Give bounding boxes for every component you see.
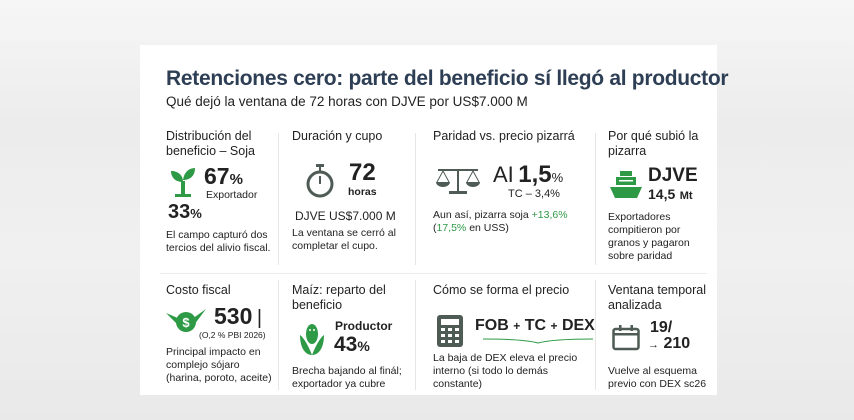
divider bbox=[278, 133, 279, 265]
dex: DEX bbox=[561, 317, 595, 334]
price-formula: FOB + TC + DEX bbox=[475, 317, 595, 335]
tc-value: TC – 3,4% bbox=[508, 188, 560, 200]
maiz-value: 43 bbox=[334, 333, 358, 356]
card-costo: Costo fiscal $ 530 | (O,2 % PBI 2026) Pr… bbox=[166, 283, 278, 384]
card-heading: Distribución del beneficio – Soja bbox=[166, 129, 255, 158]
unit: % bbox=[190, 206, 202, 221]
card-text: Principal impacto en complejo sójaro (ha… bbox=[166, 346, 272, 384]
divider bbox=[278, 280, 279, 390]
pbi-note: (O,2 % PBI 2026) bbox=[199, 330, 266, 340]
date-end: 210 bbox=[663, 335, 691, 352]
card-porque: Por qué subió la pizarra DJVE 14,5 Mt Ex… bbox=[608, 129, 713, 262]
card-maiz: Maíz: reparto del beneficio Productor 43… bbox=[292, 283, 417, 390]
paridad-value: 1,5 bbox=[518, 161, 552, 188]
prefix: AI bbox=[493, 162, 514, 187]
card-heading: Paridad vs. precio pizarrá bbox=[433, 129, 575, 143]
fob: FOB bbox=[475, 317, 509, 334]
calculator-icon bbox=[437, 315, 463, 347]
highlight: 17,5% bbox=[436, 222, 467, 234]
card-heading: Por qué subió la pizarra bbox=[608, 129, 699, 158]
ship-icon bbox=[610, 171, 642, 199]
card-heading: Costo fiscal bbox=[166, 283, 231, 297]
card-heading: Cómo se forma el precio bbox=[433, 283, 570, 297]
plus: + bbox=[513, 319, 521, 333]
divider bbox=[160, 273, 707, 274]
winged-money-icon: $ bbox=[166, 307, 206, 335]
divider bbox=[415, 133, 416, 265]
card-text: Vuelve al esquema previo con DEX sc26 bbox=[608, 365, 707, 390]
tc: TC bbox=[524, 317, 547, 334]
svg-text:$: $ bbox=[182, 315, 190, 330]
date-start: 19/ bbox=[650, 319, 673, 336]
productor-label: Productor bbox=[335, 319, 393, 333]
cupo-amount: DJVE US$7.000 M bbox=[295, 209, 396, 223]
divider bbox=[595, 133, 596, 265]
page-title: Retenciones cero: parte del beneficio sí… bbox=[166, 67, 729, 90]
productor-value: 33 bbox=[168, 201, 191, 223]
unit: % bbox=[551, 170, 564, 185]
divider bbox=[415, 280, 416, 390]
highlight: +13,6% bbox=[531, 209, 568, 221]
card-heading: Duración y cupo bbox=[292, 129, 383, 143]
djve-label: DJVE bbox=[648, 165, 698, 186]
arrow-icon: → bbox=[648, 339, 659, 351]
card-duracion: Duración y cupo 72 horas DJVE US$7.000 M… bbox=[292, 129, 412, 252]
calendar-icon bbox=[612, 325, 640, 351]
card-text: El campo capturó dos tercios del alivio … bbox=[166, 229, 271, 254]
divider bbox=[595, 280, 596, 390]
plus: + bbox=[550, 319, 558, 333]
text: en USS) bbox=[466, 222, 509, 234]
text: ( bbox=[433, 222, 437, 234]
duracion-label: horas bbox=[348, 186, 377, 198]
brace-line bbox=[483, 338, 593, 344]
costo-value: 530 bbox=[214, 303, 253, 329]
unit: Mt bbox=[679, 190, 693, 202]
card-text: Aun así, pizarra soja +13,6% (17,5% en US… bbox=[433, 209, 593, 235]
card-heading: Ventana temporal analizada bbox=[608, 283, 706, 312]
card-heading: Maíz: reparto del beneficio bbox=[292, 283, 386, 312]
mark: | bbox=[256, 307, 263, 329]
card-forma: Cómo se forma el precio FOB + TC + DEX L… bbox=[433, 283, 595, 390]
stopwatch-icon bbox=[304, 164, 336, 198]
exportador-value: 67 bbox=[204, 163, 230, 189]
exportador-label: Exportador bbox=[206, 189, 258, 201]
card-text: La ventana se cerró al completar el cupo… bbox=[292, 227, 396, 252]
duracion-value: 72 bbox=[349, 159, 376, 186]
card-distribucion: Distribución del beneficio – Soja 67% Ex… bbox=[166, 129, 276, 254]
card-paridad: Paridad vs. precio pizarrá AI 1,5% TC – … bbox=[433, 129, 593, 234]
card-text: La baja de DEX eleva el precio interno (… bbox=[433, 352, 578, 390]
unit: % bbox=[229, 171, 243, 188]
card-text: Exportadores compitieron por granos y pa… bbox=[608, 211, 690, 262]
sprout-icon bbox=[170, 167, 196, 197]
scale-icon bbox=[435, 167, 481, 195]
page-subtitle: Qué dejó la ventana de 72 horas con DJVE… bbox=[166, 94, 528, 109]
card-text: Brecha bajando al finál; exportador ya c… bbox=[292, 365, 402, 390]
volume-value: 14,5 bbox=[648, 186, 676, 202]
corn-icon bbox=[300, 323, 324, 355]
infographic-card: Retenciones cero: parte del beneficio sí… bbox=[140, 45, 729, 395]
text: Aun así, pizarra soja bbox=[433, 209, 532, 221]
card-ventana: Ventana temporal analizada 19/ → 210 Vue… bbox=[608, 283, 718, 390]
unit: % bbox=[357, 338, 370, 354]
